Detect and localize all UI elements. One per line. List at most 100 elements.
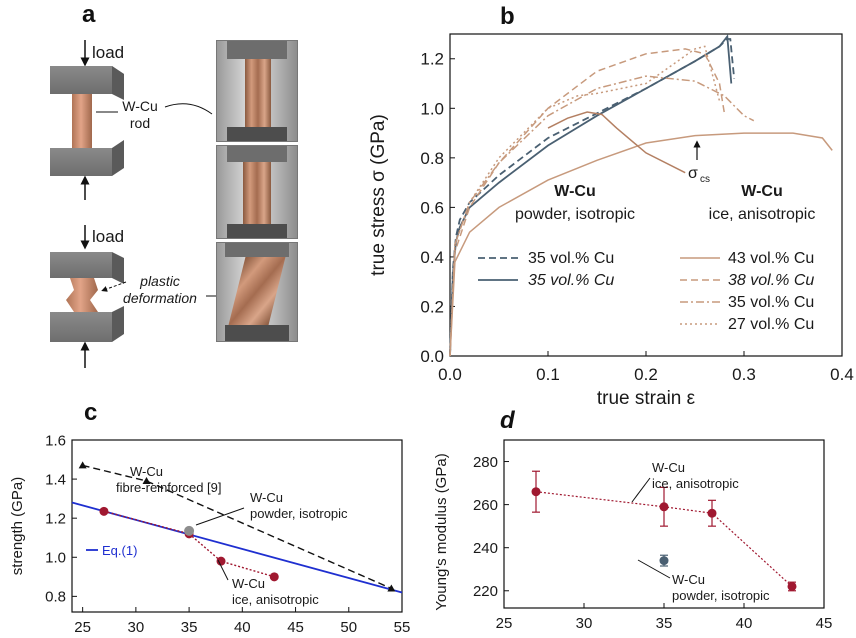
panel-d-axes: 25 30 35 40 45 220 240 260 280 Young's modulus (G… xyxy=(433,439,832,632)
x-tick-label: 55 xyxy=(394,619,411,636)
y-tick-label: 220 xyxy=(473,583,498,600)
series-line-ice xyxy=(535,491,793,587)
x-tick-label: 50 xyxy=(340,619,357,636)
series-line xyxy=(449,45,721,357)
ice-marker xyxy=(707,508,717,518)
ice-marker xyxy=(269,572,279,582)
series-line-ice xyxy=(103,510,275,578)
ice-marker xyxy=(659,502,669,512)
deformation-label-line1: plastic xyxy=(139,273,180,289)
panel-c-axes: 25 30 35 40 45 50 55 0.8 1.0 1.2 1.4 1.6 strength (G… xyxy=(9,432,410,636)
x-tick-label: 45 xyxy=(287,619,304,636)
series-line xyxy=(449,75,755,357)
y-tick-label: 1.0 xyxy=(45,550,66,567)
ice-marker xyxy=(787,581,797,591)
series-line xyxy=(547,111,686,174)
series-line-fibre xyxy=(82,464,392,590)
y-tick-label: 0.8 xyxy=(45,589,66,606)
fibre-marker xyxy=(78,461,87,469)
annotation-ice-sub: ice, anisotropic xyxy=(709,206,816,223)
photo-deformed xyxy=(216,242,298,342)
annotation-powder-1: W-Cu xyxy=(672,572,705,587)
panel-b-axes: 0.0 0.1 0.2 0.3 0.4 0.0 0.2 0.4 0.6 0.8 1.0 1.2 true… xyxy=(368,33,854,409)
legend-label: 27 vol.% Cu xyxy=(728,316,814,333)
panel-label-a: a xyxy=(82,1,96,28)
y-axis-label: strength (GPa) xyxy=(9,477,26,575)
annotation-ice-2: ice, anisotropic xyxy=(652,476,739,491)
annotation-sigma: σ xyxy=(688,165,698,182)
y-tick-label: 280 xyxy=(473,454,498,471)
load-label-top: load xyxy=(92,43,124,62)
legend-label: 38 vol.% Cu xyxy=(728,272,814,289)
y-tick-label: 0.6 xyxy=(420,198,444,217)
series-line xyxy=(449,132,833,357)
annotation-ice-1: W-Cu xyxy=(232,576,265,591)
powder-leader xyxy=(637,559,671,579)
x-tick-label: 0.2 xyxy=(634,365,658,384)
x-tick-label: 40 xyxy=(234,619,251,636)
annotation-sigma-sub: cs xyxy=(700,174,710,185)
y-tick-label: 240 xyxy=(473,540,498,557)
annotation-eq1: Eq.(1) xyxy=(102,543,137,558)
powder-marker xyxy=(184,525,195,536)
y-tick-label: 1.0 xyxy=(420,99,444,118)
ice-leader xyxy=(631,477,651,503)
ice-marker xyxy=(99,506,109,516)
y-tick-label: 1.4 xyxy=(45,471,66,488)
x-tick-label: 35 xyxy=(181,619,198,636)
panel-label-d: d xyxy=(500,407,516,434)
annotation-powder-2: powder, isotropic xyxy=(672,588,770,603)
ice-marker xyxy=(531,487,541,497)
y-tick-label: 260 xyxy=(473,497,498,514)
x-tick-label: 30 xyxy=(128,619,145,636)
legend-label: 43 vol.% Cu xyxy=(728,250,814,267)
rod-label-line1: W-Cu xyxy=(122,98,158,114)
legend-label: 35 vol.% Cu xyxy=(528,250,614,267)
panel-a-schematic: load W-Cu rod load plastic deformation xyxy=(50,40,225,368)
y-axis-label: Young's modulus (GPa) xyxy=(433,453,450,610)
fibre-marker xyxy=(387,584,396,592)
y-tick-label: 0.0 xyxy=(420,347,444,366)
y-tick-label: 1.2 xyxy=(45,510,66,527)
x-tick-label: 25 xyxy=(74,619,91,636)
series-line xyxy=(449,48,726,357)
x-tick-label: 0.3 xyxy=(732,365,756,384)
fibre-marker xyxy=(142,477,151,485)
y-tick-label: 1.2 xyxy=(420,50,444,69)
photo-initial xyxy=(216,40,298,142)
y-tick-label: 0.4 xyxy=(420,248,444,267)
x-tick-label: 25 xyxy=(496,615,513,632)
x-tick-label: 35 xyxy=(656,615,673,632)
panel-label-c: c xyxy=(84,399,97,426)
powder-leader xyxy=(195,507,245,526)
ice-leader xyxy=(217,559,229,581)
w-cu-rod xyxy=(72,94,92,148)
annotation-ice-title: W-Cu xyxy=(741,183,782,200)
legend-label: 35 vol.% Cu xyxy=(728,294,814,311)
load-label-bottom: load xyxy=(92,227,124,246)
photo-intermediate xyxy=(216,145,298,239)
annotation-fibre-2: fibre-reinforced [9] xyxy=(116,480,222,495)
x-axis-label: true strain ε xyxy=(597,388,696,409)
annotation-ice-1: W-Cu xyxy=(652,460,685,475)
deformed-rod xyxy=(66,278,98,312)
x-tick-label: 0.0 xyxy=(438,365,462,384)
x-tick-label: 40 xyxy=(736,615,753,632)
y-tick-label: 1.6 xyxy=(45,432,66,449)
annotation-powder-2: powder, isotropic xyxy=(250,506,348,521)
deformation-label-line2: deformation xyxy=(123,290,197,306)
x-tick-label: 0.1 xyxy=(536,365,560,384)
rod-label-line2: rod xyxy=(130,115,150,131)
legend-label: 35 vol.% Cu xyxy=(528,272,614,289)
y-tick-label: 0.2 xyxy=(420,297,444,316)
annotation-powder-1: W-Cu xyxy=(250,490,283,505)
plot-frame xyxy=(71,439,403,613)
annotation-ice-2: ice, anisotropic xyxy=(232,592,319,607)
x-tick-label: 30 xyxy=(576,615,593,632)
series-line-eq1 xyxy=(71,501,403,594)
ice-marker xyxy=(216,556,226,566)
y-tick-label: 0.8 xyxy=(420,149,444,168)
panel-label-b: b xyxy=(500,3,515,30)
powder-marker xyxy=(659,556,669,566)
